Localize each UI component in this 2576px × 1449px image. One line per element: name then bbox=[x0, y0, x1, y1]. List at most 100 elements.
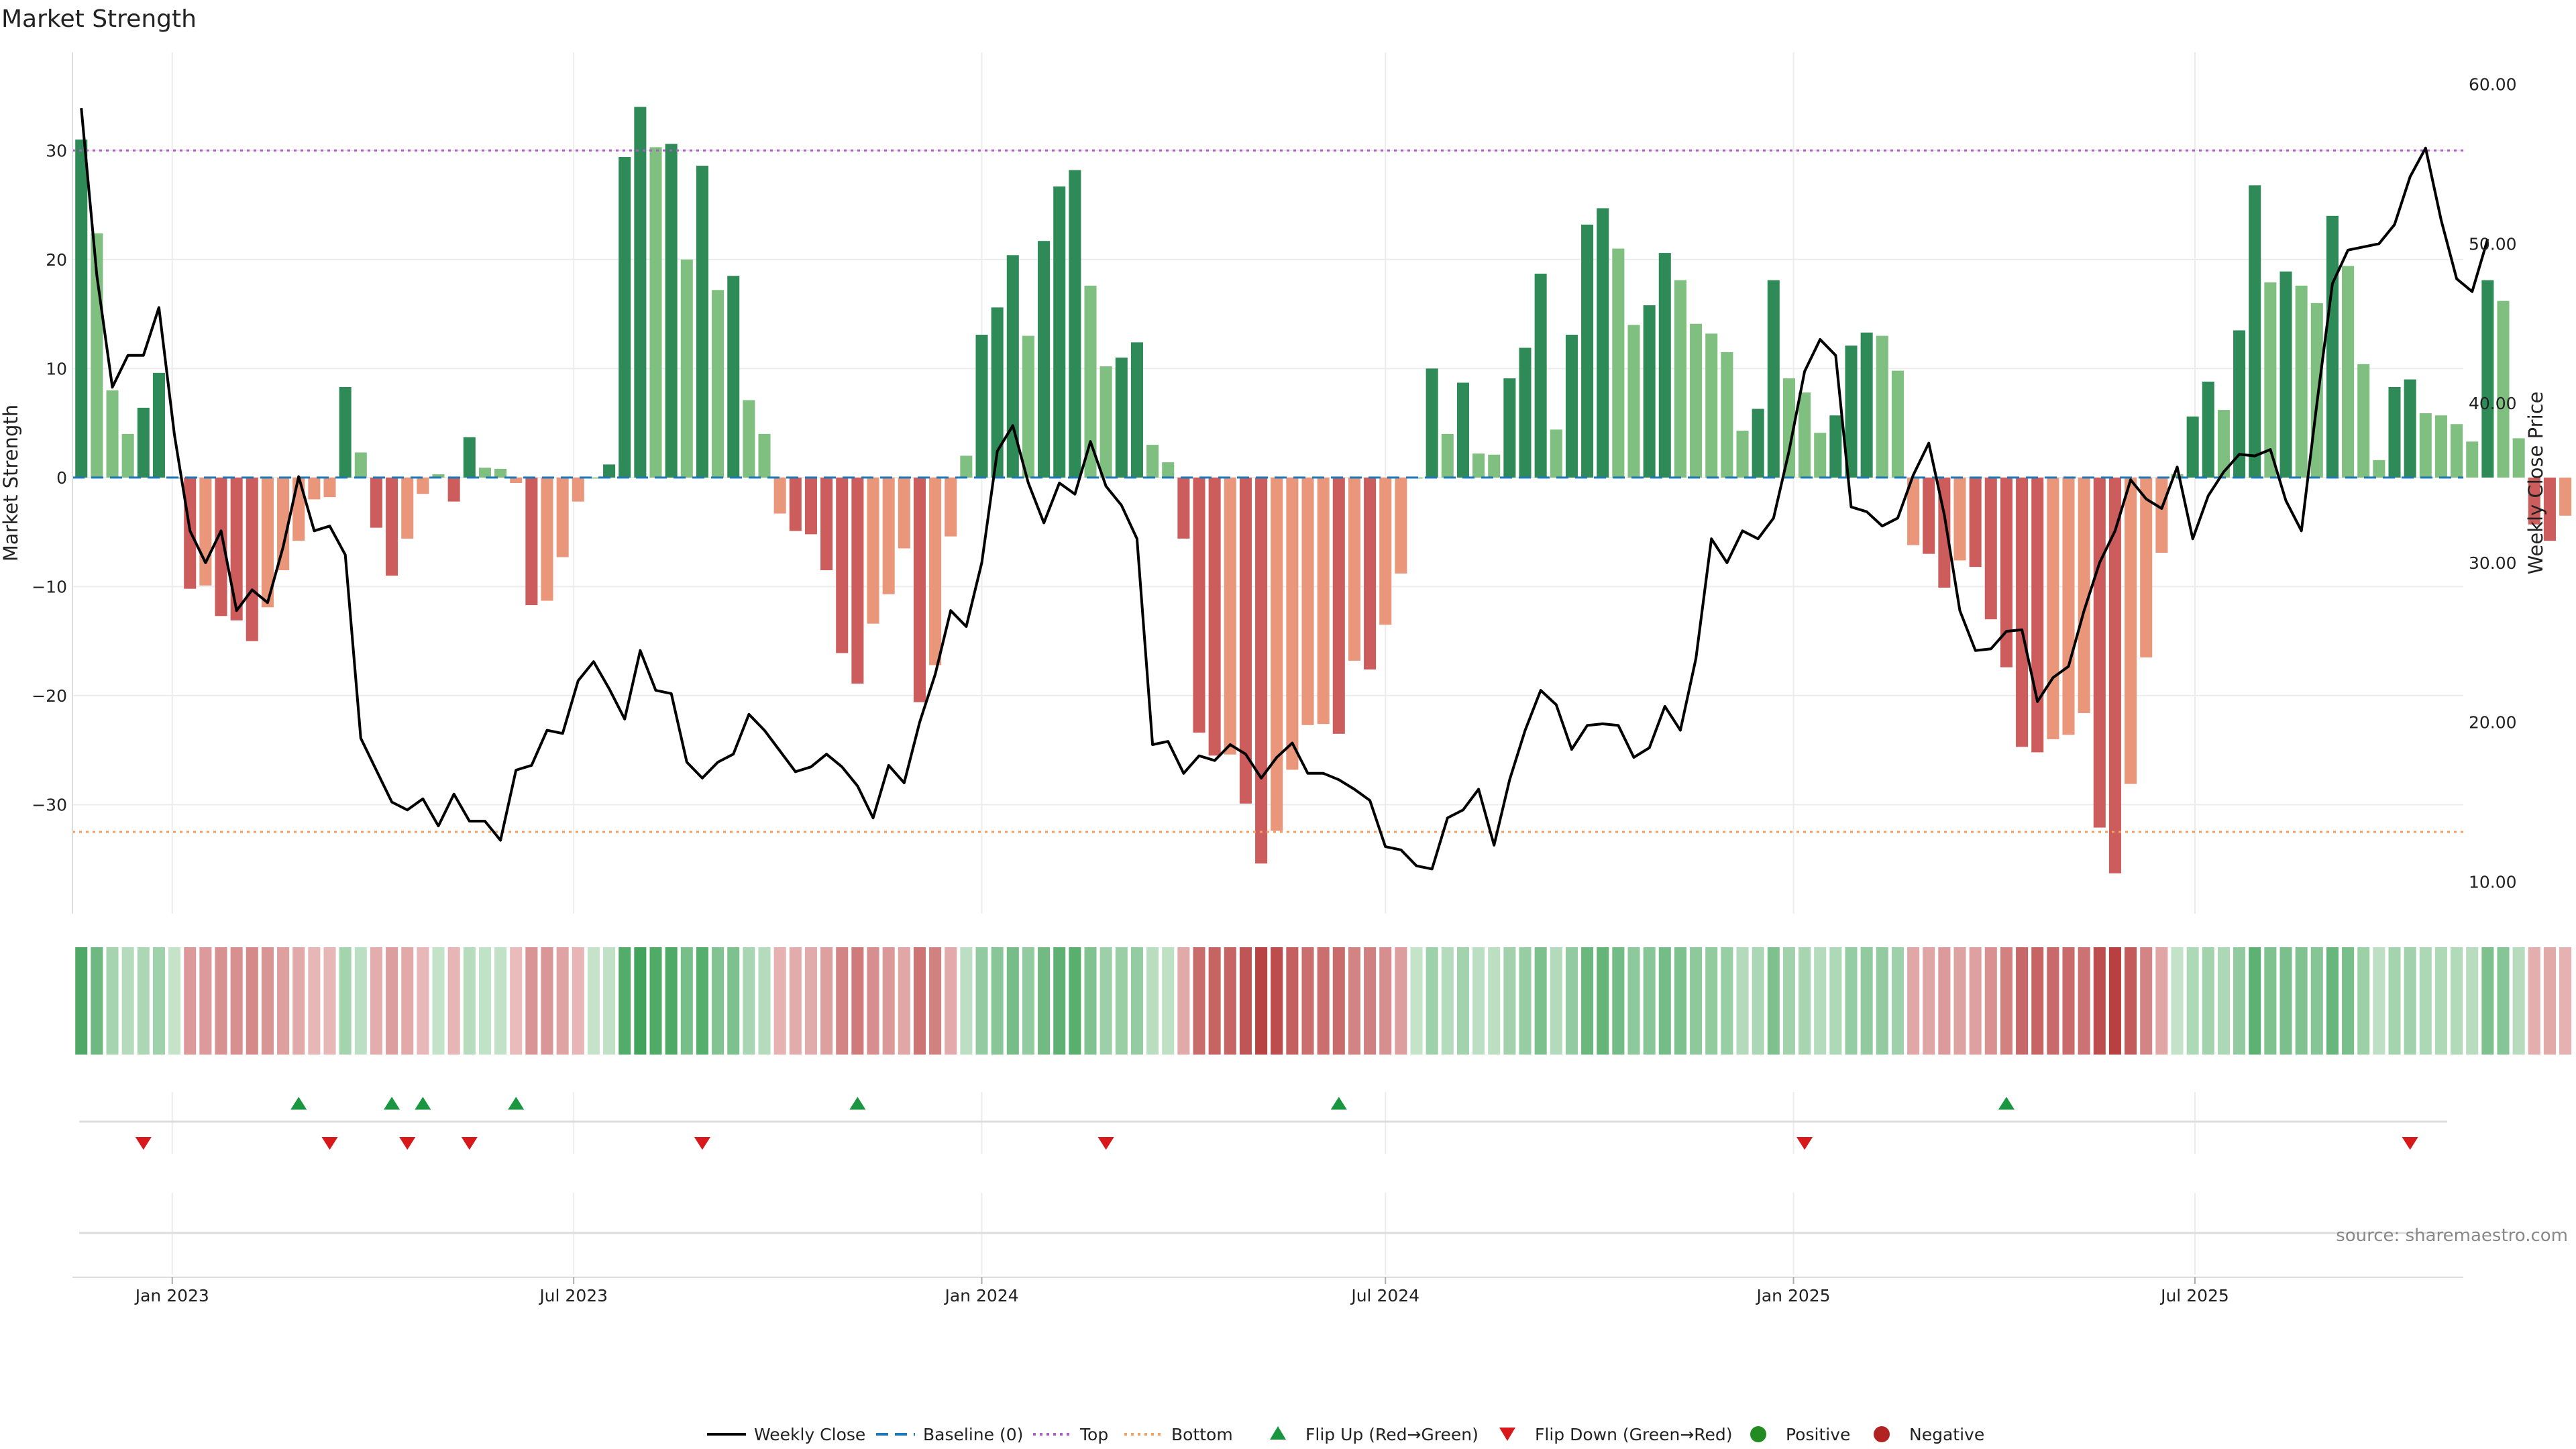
strength-bar bbox=[1053, 186, 1066, 478]
heat-cell bbox=[432, 947, 445, 1055]
flip-up-marker bbox=[1330, 1097, 1347, 1110]
heat-cell bbox=[1053, 947, 1066, 1055]
strength-bar bbox=[339, 386, 352, 478]
heat-cell bbox=[246, 947, 258, 1055]
y-tick-label: −10 bbox=[32, 577, 67, 596]
strength-bar bbox=[417, 477, 429, 494]
heat-cell bbox=[1799, 947, 1811, 1055]
flip-up-marker bbox=[1998, 1097, 2015, 1110]
y-tick-label: 0 bbox=[56, 468, 67, 488]
strength-bar bbox=[587, 477, 600, 479]
strength-bar bbox=[929, 477, 942, 665]
heat-cell bbox=[1084, 947, 1097, 1055]
strength-bar bbox=[2528, 477, 2540, 525]
strength-bar bbox=[1736, 430, 1749, 478]
heat-cell bbox=[386, 947, 398, 1055]
heat-cell bbox=[1193, 947, 1205, 1055]
heat-cell bbox=[882, 947, 895, 1055]
weekly-close-series bbox=[80, 108, 2489, 871]
strength-bar bbox=[649, 147, 662, 478]
strength-bar bbox=[199, 477, 212, 586]
strength-bar bbox=[2388, 386, 2401, 478]
heat-cell bbox=[1581, 947, 1594, 1055]
strength-bar bbox=[386, 477, 398, 576]
flip-up-marker bbox=[508, 1097, 525, 1110]
heat-cell bbox=[1177, 947, 1190, 1055]
legend-label: Positive bbox=[1786, 1425, 1850, 1444]
strength-bar bbox=[1721, 352, 1733, 478]
x-tick-label: Jul 2023 bbox=[538, 1286, 608, 1305]
legend-label: Weekly Close bbox=[754, 1425, 865, 1444]
flip-up-marker bbox=[849, 1097, 866, 1110]
strength-bar bbox=[1286, 477, 1299, 770]
strength-bar bbox=[2512, 438, 2525, 478]
heat-cell bbox=[2186, 947, 2199, 1055]
strength-bar bbox=[494, 468, 507, 478]
strength-bar bbox=[1099, 366, 1112, 478]
legend-label: Top bbox=[1079, 1425, 1108, 1444]
strength-bar bbox=[1705, 333, 1718, 478]
strength-bar bbox=[743, 400, 755, 478]
x-tick-label: Jul 2025 bbox=[2159, 1286, 2229, 1305]
axes: −30 −20 −10 0 10 20 30 Market Strength 10.00 20.0… bbox=[0, 52, 2547, 914]
heat-cell bbox=[2373, 947, 2385, 1055]
legend-label: Baseline (0) bbox=[923, 1425, 1023, 1444]
heat-cell bbox=[1348, 947, 1360, 1055]
strength-bar bbox=[478, 468, 491, 478]
strength-bar bbox=[1782, 378, 1795, 478]
strength-bar bbox=[2108, 477, 2121, 873]
heat-cell bbox=[478, 947, 491, 1055]
heat-cell bbox=[1736, 947, 1749, 1055]
flip-down-marker bbox=[461, 1137, 478, 1150]
heat-cell bbox=[929, 947, 942, 1055]
strength-bar bbox=[2171, 474, 2184, 478]
strength-bar bbox=[215, 477, 227, 616]
heat-cell bbox=[1441, 947, 1454, 1055]
legend-swatch bbox=[1750, 1426, 1766, 1442]
strength-bar bbox=[323, 477, 336, 498]
flip-down-marker bbox=[1097, 1137, 1114, 1150]
strength-bar bbox=[2016, 477, 2029, 747]
strength-bar bbox=[2419, 413, 2432, 478]
heat-cell bbox=[2543, 947, 2556, 1055]
strength-bar bbox=[898, 477, 910, 549]
heat-cell bbox=[1006, 947, 1019, 1055]
heat-cell bbox=[1534, 947, 1547, 1055]
strength-bar bbox=[820, 477, 833, 571]
y-tick-label: 30 bbox=[46, 141, 67, 160]
heat-cell bbox=[339, 947, 352, 1055]
flip-down-marker bbox=[2402, 1137, 2418, 1150]
legend-label: Flip Down (Green→Red) bbox=[1535, 1425, 1733, 1444]
strength-bar bbox=[2078, 477, 2090, 713]
heat-cell bbox=[1891, 947, 1904, 1055]
heat-cell bbox=[1038, 947, 1051, 1055]
heat-cell bbox=[2108, 947, 2121, 1055]
heat-cell bbox=[1969, 947, 1982, 1055]
heat-cell bbox=[2249, 947, 2261, 1055]
strength-bar bbox=[727, 276, 740, 478]
strength-bar bbox=[882, 477, 895, 594]
heat-cell bbox=[1364, 947, 1377, 1055]
heat-cell bbox=[184, 947, 197, 1055]
strength-bar bbox=[2264, 282, 2277, 478]
strength-bar bbox=[1627, 325, 1640, 478]
heat-cell bbox=[1674, 947, 1686, 1055]
heat-cell bbox=[1332, 947, 1345, 1055]
flip-down-marker bbox=[399, 1137, 416, 1150]
strength-bar bbox=[1332, 477, 1345, 734]
heat-cell bbox=[1876, 947, 1888, 1055]
strength-bar bbox=[1799, 392, 1811, 478]
x-tick-label: Jul 2024 bbox=[1350, 1286, 1419, 1305]
heat-cell bbox=[2326, 947, 2339, 1055]
strength-bar bbox=[1426, 368, 1438, 478]
heat-cell bbox=[1146, 947, 1159, 1055]
strength-bar bbox=[2451, 424, 2463, 478]
heat-cell bbox=[2155, 947, 2168, 1055]
strength-bar bbox=[1923, 477, 1935, 554]
heat-cell bbox=[913, 947, 926, 1055]
strength-bar bbox=[2481, 280, 2494, 478]
strength-bar bbox=[1643, 305, 1656, 478]
heat-cell bbox=[2419, 947, 2432, 1055]
heat-cell bbox=[1224, 947, 1236, 1055]
chart-title: Market Strength bbox=[1, 5, 197, 33]
